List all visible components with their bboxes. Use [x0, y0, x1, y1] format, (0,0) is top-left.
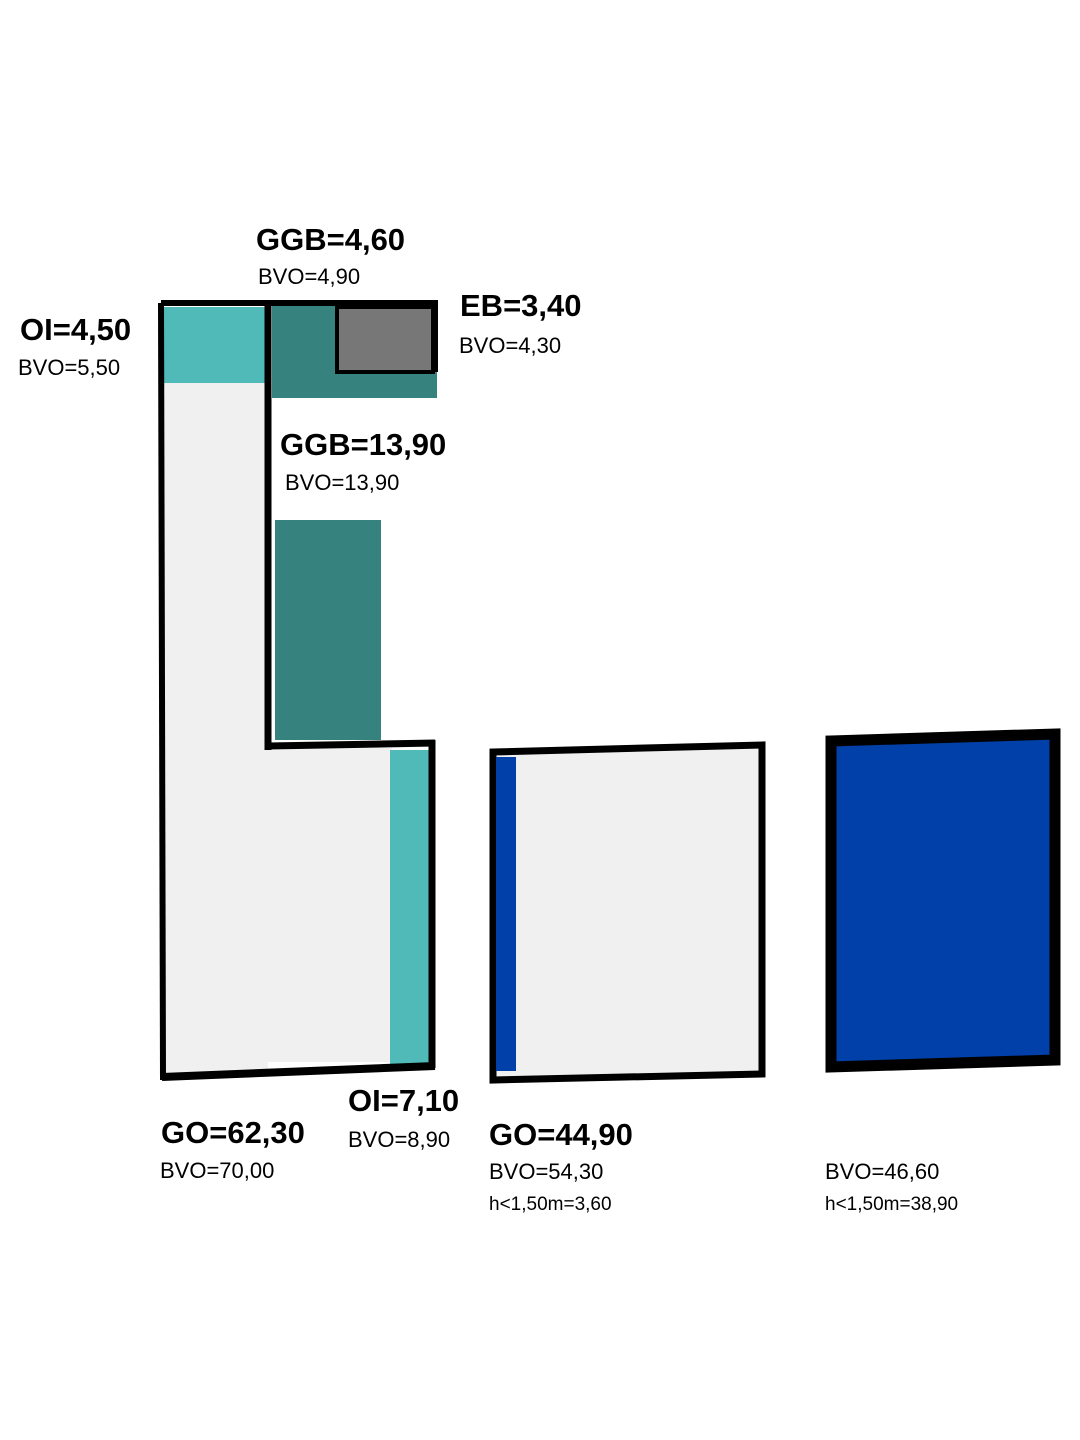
area-label: EB=3,40 — [460, 288, 582, 323]
bvo-label: BVO=13,90 — [285, 470, 399, 495]
room-go — [268, 748, 392, 1062]
room-eb — [335, 305, 435, 374]
note-label: h<1,50m=38,90 — [825, 1194, 958, 1215]
bvo-label: BVO=70,00 — [160, 1158, 274, 1183]
bvo-label: BVO=54,30 — [489, 1159, 603, 1184]
wall — [267, 739, 436, 750]
room-oi — [390, 750, 431, 1065]
building — [489, 741, 766, 1084]
bvo-label: BVO=5,50 — [18, 355, 120, 380]
room-oi — [163, 307, 266, 383]
area-label: GGB=13,90 — [280, 427, 446, 462]
building-low — [825, 728, 1061, 1073]
area-label: OI=7,10 — [348, 1083, 459, 1118]
bvo-label: BVO=4,30 — [459, 333, 561, 358]
bvo-label: BVO=46,60 — [825, 1159, 939, 1184]
area-label: GO=62,30 — [161, 1115, 305, 1150]
note-label: h<1,50m=3,60 — [489, 1194, 612, 1215]
bvo-label: BVO=8,90 — [348, 1127, 450, 1152]
room-low — [496, 757, 516, 1071]
wall — [161, 300, 438, 372]
wall — [161, 1062, 436, 1081]
wall — [158, 302, 166, 1081]
room-go — [163, 383, 268, 1075]
room-ggb — [275, 520, 381, 740]
bvo-label: BVO=4,90 — [258, 264, 360, 289]
area-label: GO=44,90 — [489, 1117, 633, 1152]
area-label: GGB=4,60 — [256, 222, 405, 257]
area-label: OI=4,50 — [20, 312, 131, 347]
